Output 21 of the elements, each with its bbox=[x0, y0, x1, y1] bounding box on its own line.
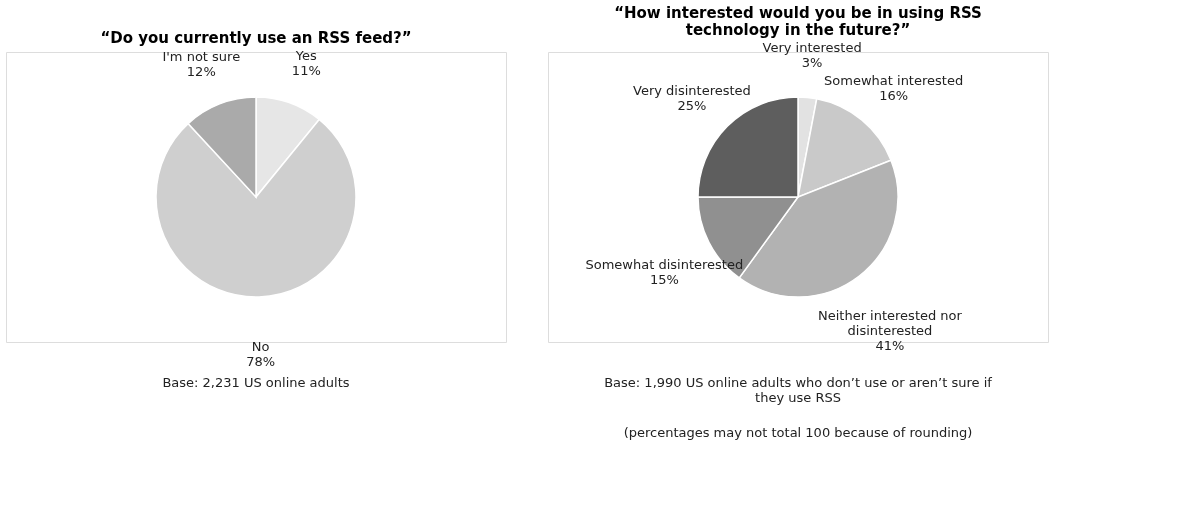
slice-label: Yes bbox=[294, 47, 318, 63]
text: (percentages may not total 100 because of rounding) bbox=[623, 425, 973, 440]
data-label: 15% bbox=[649, 272, 679, 288]
slice-label: Very disinterested bbox=[633, 82, 751, 98]
data-label: 3% bbox=[801, 54, 823, 70]
slice-label: Somewhat disinterested bbox=[585, 257, 744, 273]
data-label: 16% bbox=[879, 88, 909, 104]
data-label: 11% bbox=[291, 62, 321, 78]
data-label: 12% bbox=[186, 64, 216, 80]
data-label: 25% bbox=[677, 97, 707, 113]
slice-label: No bbox=[251, 338, 270, 354]
slice-label: Somewhat interested bbox=[824, 73, 964, 89]
slice-label: Very interested bbox=[762, 39, 862, 55]
chart-title: “Do you currently use an RSS feed?” bbox=[100, 28, 412, 47]
chart-title: “How interested would you be in using RSS technology in the future?” bbox=[614, 3, 982, 39]
slice-label: I'm not sure bbox=[162, 49, 241, 65]
text: Base: 2,231 US online adults bbox=[162, 375, 350, 390]
slice-label: Neither interested nor disinterested bbox=[817, 307, 963, 338]
data-label: 41% bbox=[875, 337, 905, 353]
text: Base: 1,990 US online adults who don’t use or aren’t sure if they use RSS bbox=[604, 375, 993, 405]
data-label: 78% bbox=[246, 353, 276, 369]
